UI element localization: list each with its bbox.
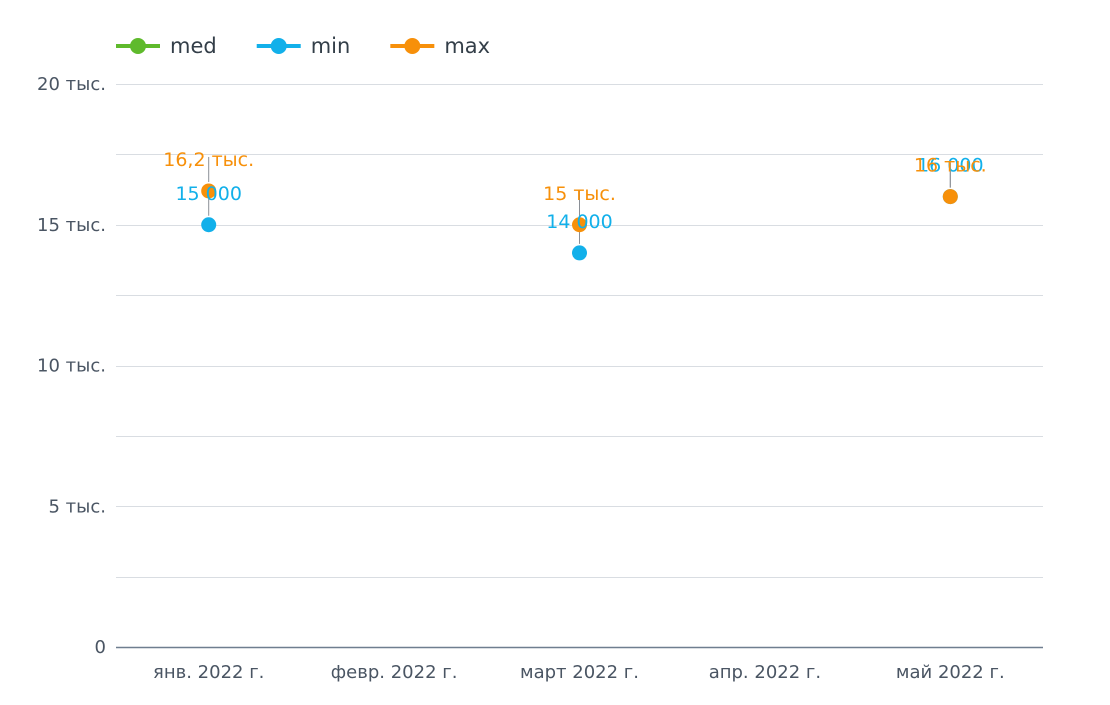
max-data-label: 16,2 тыс. xyxy=(163,149,254,171)
legend-item-min[interactable]: min xyxy=(256,34,351,58)
min-point[interactable] xyxy=(572,245,587,261)
legend: med min max xyxy=(116,34,490,58)
x-tick-label: янв. 2022 г. xyxy=(153,662,264,683)
max-point[interactable] xyxy=(942,189,958,205)
min-data-label: 15 000 xyxy=(175,183,241,205)
legend-label: max xyxy=(444,34,490,58)
legend-marker xyxy=(404,38,421,54)
y-tick-label: 0 xyxy=(95,637,106,658)
x-tick-label: апр. 2022 г. xyxy=(709,662,821,683)
legend-label: min xyxy=(311,34,351,58)
max-point[interactable] xyxy=(572,217,587,233)
legend-marker xyxy=(270,38,287,54)
y-tick-label: 5 тыс. xyxy=(49,496,107,517)
legend-label: med xyxy=(170,34,217,58)
min-data-label: 14 000 xyxy=(546,211,612,233)
y-tick-label: 20 тыс. xyxy=(37,74,106,95)
x-tick-label: февр. 2022 г. xyxy=(331,662,458,683)
x-axis: янв. 2022 г. февр. 2022 г. март 2022 г. апр… xyxy=(153,662,1005,683)
min-data-label: 16 000 xyxy=(917,155,983,177)
grid-lines xyxy=(116,84,1043,649)
legend-item-max[interactable]: max xyxy=(390,34,490,58)
max-data-label: 15 тыс. xyxy=(543,183,616,205)
y-tick-label: 15 тыс. xyxy=(37,215,106,236)
max-data-label: 16 тыс. xyxy=(914,155,987,177)
y-tick-label: 10 тыс. xyxy=(37,356,106,377)
legend-item-med[interactable]: med xyxy=(116,34,217,58)
data-points xyxy=(201,183,958,261)
legend-marker xyxy=(130,38,146,54)
y-axis: 0 5 тыс. 10 тыс. 15 тыс. 20 тыс. xyxy=(37,74,106,658)
min-point[interactable] xyxy=(201,217,217,233)
max-point[interactable] xyxy=(201,183,217,199)
x-tick-label: март 2022 г. xyxy=(520,662,639,683)
x-tick-label: май 2022 г. xyxy=(896,662,1005,683)
data-labels: 15 000 14 000 16 000 16,2 тыс. 15 тыс. 16 тыс… xyxy=(163,149,986,233)
